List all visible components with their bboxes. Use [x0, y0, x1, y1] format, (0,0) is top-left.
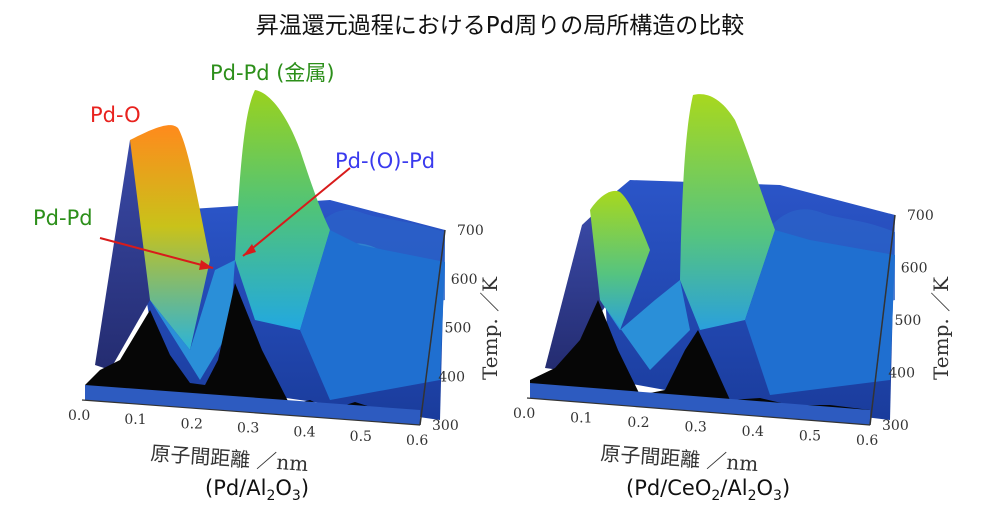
left-z-tick-2: 500 [445, 321, 472, 337]
peak-small-r [590, 190, 650, 330]
right-z-tick-0: 300 [882, 418, 909, 434]
right-z-axis-label: Temp. ／K [929, 276, 953, 380]
right-caption: (Pd/CeO2/Al2O3) [626, 476, 791, 505]
right-x-tick-6: 0.6 [856, 433, 878, 449]
left-z-tick-1: 400 [438, 369, 465, 385]
right-x-tick-5: 0.5 [799, 429, 821, 445]
right-x-tick-1: 0.1 [570, 411, 592, 427]
left-z-ticks: 300 400 500 600 700 [432, 223, 484, 434]
annotation-pd-o-pd: Pd-(O)-Pd [335, 149, 435, 173]
left-z-tick-3: 600 [451, 272, 478, 288]
annotation-pd-pd: Pd-Pd [33, 206, 93, 230]
annotation-pd-o: Pd-O [90, 103, 141, 127]
surface-right [526, 94, 896, 426]
left-x-axis-label: 原子間距離 ／nm [150, 441, 310, 476]
right-x-axis-label: 原子間距離 ／nm [600, 441, 760, 476]
peak-pd-pd-metal [235, 90, 330, 330]
right-x-tick-3: 0.3 [685, 420, 707, 436]
right-z-ticks: 300 400 500 600 700 [882, 208, 934, 434]
left-x-tick-3: 0.3 [237, 421, 259, 437]
left-x-tick-0: 0.0 [68, 408, 90, 424]
right-x-tick-2: 0.2 [627, 415, 649, 431]
page-title: 昇温還元過程におけるPd周りの局所構造の比較 [255, 13, 745, 39]
left-x-ticks: 0.0 0.1 0.2 0.3 0.4 0.5 0.6 [68, 408, 428, 449]
peak-main-r [680, 94, 775, 330]
peak-pd-o [130, 125, 210, 350]
surface-side-wall [95, 140, 150, 370]
left-z-axis-label: Temp. ／K [478, 276, 502, 380]
left-x-tick-5: 0.5 [350, 429, 372, 445]
right-z-tick-2: 500 [895, 313, 922, 329]
left-x-tick-1: 0.1 [124, 412, 146, 428]
left-x-tick-2: 0.2 [181, 416, 203, 432]
left-x-tick-4: 0.4 [293, 425, 315, 441]
right-x-tick-0: 0.0 [513, 406, 535, 422]
right-z-tick-3: 600 [901, 261, 928, 277]
left-x-tick-6: 0.6 [406, 433, 428, 449]
annotation-pd-pd-metal: Pd-Pd (金属) [210, 61, 335, 85]
surface-left [81, 90, 446, 426]
surface-side-wall-r [545, 210, 610, 370]
right-x-ticks: 0.0 0.1 0.2 0.3 0.4 0.5 0.6 [513, 406, 878, 449]
right-x-tick-4: 0.4 [742, 424, 764, 440]
surface-front-section [85, 283, 420, 425]
right-z-tick-1: 400 [888, 366, 915, 382]
left-z-tick-0: 300 [432, 418, 459, 434]
left-caption: (Pd/Al2O3) [205, 476, 310, 505]
right-z-tick-4: 700 [907, 208, 934, 224]
left-z-tick-4: 700 [457, 223, 484, 239]
